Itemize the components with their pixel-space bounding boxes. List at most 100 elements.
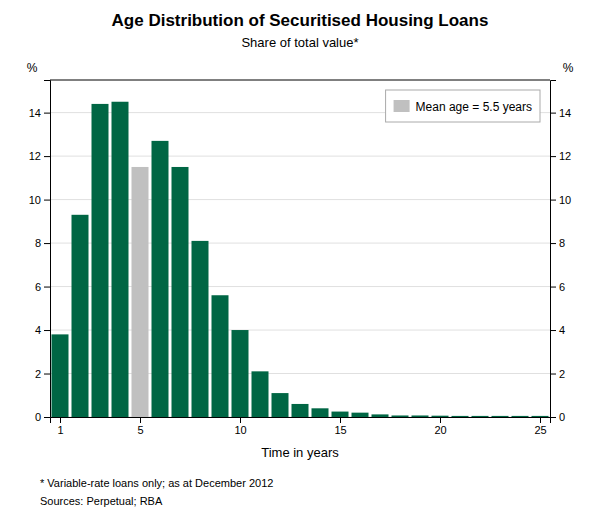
y2-tick-label: 12 (559, 150, 571, 162)
y-tick: 4 (35, 324, 50, 336)
chart: 15101520250246810121402468101214Age Dist… (0, 0, 600, 532)
x-tick: 10 (234, 417, 246, 436)
y-tick-mark (44, 374, 50, 375)
bar (152, 141, 169, 417)
y2-tick-mark (550, 243, 556, 244)
y2-tick-mark (550, 417, 556, 418)
x-tick-mark (340, 417, 341, 423)
x-tick-label: 10 (234, 424, 246, 436)
y-tick-label: 4 (35, 324, 41, 336)
bar (472, 416, 489, 417)
bar (192, 241, 209, 417)
y-tick: 0 (35, 411, 50, 423)
x-tick-mark (60, 417, 61, 423)
y2-tick: 14 (550, 107, 571, 119)
bar (172, 167, 189, 417)
x-tick: 1 (57, 417, 63, 436)
y2-tick-mark (550, 330, 556, 331)
bar (352, 413, 369, 417)
bar (372, 414, 389, 417)
y2-tick: 12 (550, 150, 571, 162)
y2-tick-label: 0 (559, 411, 565, 423)
y2-tick-mark (550, 374, 556, 375)
x-tick-mark (440, 417, 441, 423)
bar (312, 408, 329, 417)
legend-box (386, 90, 540, 122)
bars (52, 102, 549, 417)
legend-swatch (394, 100, 410, 112)
bar (92, 104, 109, 417)
bar (272, 393, 289, 417)
y-axis-label: % (27, 61, 38, 75)
y-tick-mark (44, 200, 50, 201)
x-tick: 15 (334, 417, 346, 436)
y-tick-mark (44, 113, 50, 114)
x-tick-mark (540, 417, 541, 423)
y2-tick: 0 (550, 411, 565, 423)
x-tick: 25 (534, 417, 546, 436)
x-tick: 5 (137, 417, 143, 436)
y-tick: 6 (35, 281, 50, 293)
legend: Mean age = 5.5 years (386, 90, 540, 122)
x-axis-label: Time in years (261, 445, 339, 460)
y-tick-label: 2 (35, 368, 41, 380)
y-tick-label: 10 (29, 194, 41, 206)
bar (112, 102, 129, 417)
bar (332, 412, 349, 417)
y-tick: 10 (29, 194, 50, 206)
y2-tick-mark (550, 156, 556, 157)
x-tick-label: 20 (434, 424, 446, 436)
bar (132, 167, 149, 417)
bar (252, 371, 269, 417)
y-tick-label: 8 (35, 237, 41, 249)
footnote: * Variable-rate loans only; as at Decemb… (40, 477, 273, 489)
y-tick-mark (44, 243, 50, 244)
subtitle: Share of total value* (241, 35, 358, 50)
y2-tick-label: 10 (559, 194, 571, 206)
bar (292, 404, 309, 417)
y2-axis-line (551, 81, 557, 418)
bar (52, 334, 69, 417)
bar (412, 415, 429, 417)
y-tick-mark (44, 287, 50, 288)
y2-tick: 6 (550, 281, 565, 293)
y2-tick: 10 (550, 194, 571, 206)
y2-tick: 8 (550, 237, 565, 249)
x-tick-label: 15 (334, 424, 346, 436)
x-tick-label: 25 (534, 424, 546, 436)
bar (212, 295, 229, 417)
y-tick: 8 (35, 237, 50, 249)
y-tick-label: 14 (29, 107, 41, 119)
y-axis: 0 2 4 6 8 10 12 14 (29, 81, 51, 424)
bar (72, 215, 89, 417)
bar (532, 416, 549, 417)
y2-tick-mark (550, 200, 556, 201)
bar (492, 416, 509, 417)
x-axis-line (51, 418, 551, 424)
y2-tick-label: 2 (559, 368, 565, 380)
y-tick: 12 (29, 150, 50, 162)
y-tick-mark (44, 330, 50, 331)
bar (512, 416, 529, 417)
bar (432, 416, 449, 417)
x-tick-label: 1 (57, 424, 63, 436)
y2-tick: 4 (550, 324, 565, 336)
x-tick-label: 5 (137, 424, 143, 436)
y-axis-line (44, 81, 51, 418)
x-tick-mark (240, 417, 241, 423)
x-tick: 20 (434, 417, 446, 436)
bar (232, 330, 249, 417)
y-tick-mark (44, 156, 50, 157)
legend-label: Mean age = 5.5 years (416, 100, 532, 114)
y2-tick-label: 6 (559, 281, 565, 293)
y2-tick: 2 (550, 368, 565, 380)
bar (392, 415, 409, 417)
y-tick-label: 12 (29, 150, 41, 162)
y2-axis-label: % (563, 61, 574, 75)
footnote: Sources: Perpetual; RBA (40, 495, 163, 507)
y2-tick-mark (550, 287, 556, 288)
x-axis: 1510152025 (51, 417, 551, 436)
bar (452, 416, 469, 417)
y2-tick-label: 4 (559, 324, 565, 336)
y2-tick-mark (550, 113, 556, 114)
